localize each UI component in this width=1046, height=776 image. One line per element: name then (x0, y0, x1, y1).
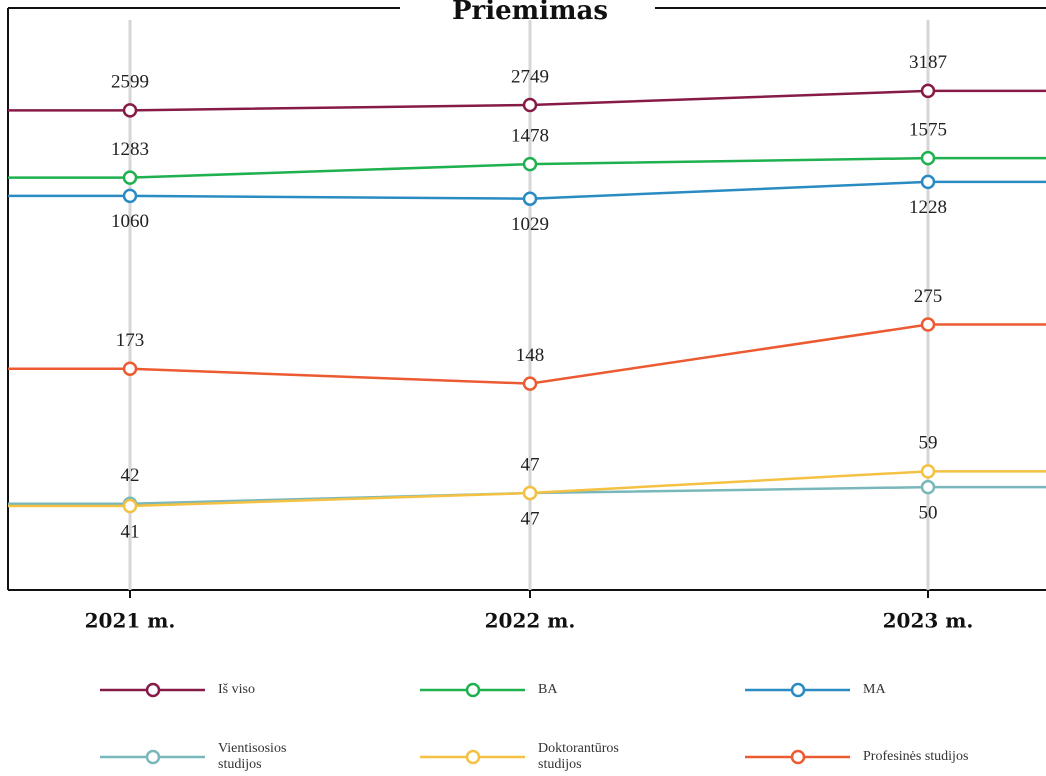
data-label: 173 (116, 330, 145, 351)
data-point (122, 170, 138, 185)
x-tick-label: 2023 m. (883, 609, 974, 633)
data-label: 1575 (909, 119, 947, 140)
data-point (522, 191, 538, 206)
data-point (522, 376, 538, 391)
data-label: 275 (914, 286, 943, 307)
data-label: 1478 (511, 126, 549, 147)
data-label: 59 (919, 433, 938, 454)
data-point (122, 103, 138, 118)
data-label: 1029 (511, 214, 549, 235)
data-label: 2749 (511, 66, 549, 87)
data-point (122, 188, 138, 204)
legend-marker (790, 682, 806, 698)
data-point (920, 479, 936, 495)
data-label: 1060 (111, 211, 149, 232)
data-label: 2599 (111, 72, 149, 93)
data-label: 47 (521, 454, 540, 475)
legend-marker (465, 749, 481, 765)
data-point (920, 464, 936, 479)
data-label: 148 (516, 345, 545, 366)
legend-label: Doktorantūros studijos (538, 741, 619, 772)
data-label: 3187 (909, 52, 947, 73)
legend-marker (145, 749, 161, 765)
legend-label: Vientisosios studijos (218, 741, 287, 772)
data-label: 1228 (909, 197, 947, 218)
legend-label: BA (538, 682, 558, 697)
data-point (522, 485, 538, 501)
legend-marker (790, 749, 806, 765)
data-point (920, 317, 936, 332)
data-label: 1283 (111, 139, 149, 160)
x-tick-label: 2022 m. (485, 609, 576, 633)
data-label: 47 (521, 508, 540, 529)
data-point (920, 174, 936, 190)
data-point (920, 83, 936, 99)
legend-label: MA (863, 682, 886, 697)
data-point (522, 156, 538, 172)
data-point (920, 150, 936, 166)
legend-label: Profesinės studijos (863, 749, 969, 764)
x-tick-label: 2021 m. (85, 609, 176, 633)
data-point (522, 97, 538, 113)
data-point (122, 361, 138, 376)
data-label: 50 (919, 502, 938, 523)
legend-label: Iš viso (218, 682, 255, 697)
legend-marker (145, 682, 161, 698)
data-label: 41 (121, 521, 140, 542)
legend-marker (465, 682, 481, 698)
data-point (122, 498, 138, 514)
data-label: 42 (121, 465, 140, 486)
